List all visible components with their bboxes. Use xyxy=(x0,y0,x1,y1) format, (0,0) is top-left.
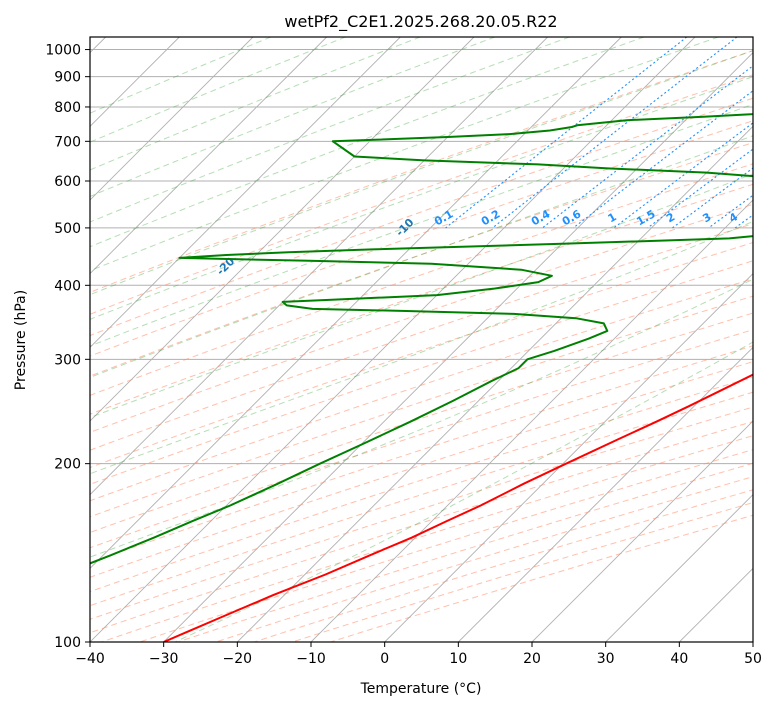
y-tick-label: 700 xyxy=(54,134,81,150)
y-tick-label: 400 xyxy=(54,278,81,294)
dry-adiabat-line xyxy=(90,97,753,337)
dewpoint-line xyxy=(90,113,753,565)
moist-adiabat-line xyxy=(90,173,753,419)
y-tick-label: 800 xyxy=(54,100,81,116)
dry-adiabat-line xyxy=(90,329,753,549)
y-tick-label: 900 xyxy=(54,70,81,86)
x-tick-label: 40 xyxy=(670,651,688,667)
y-tick-label: 100 xyxy=(54,635,81,651)
mixing-ratio-line xyxy=(708,194,753,229)
dry-adiabat-line xyxy=(177,462,753,642)
x-tick-label: 10 xyxy=(449,651,467,667)
moist-adiabat-line xyxy=(90,50,753,296)
x-tick-label: 30 xyxy=(597,651,615,667)
isotherm-line xyxy=(458,346,753,642)
y-tick-label: 500 xyxy=(54,221,81,237)
dry-adiabat-line xyxy=(90,50,753,293)
plot-frame xyxy=(89,36,754,643)
chart-title: wetPf2_C2E1.2025.268.20.05.R22 xyxy=(284,12,557,32)
mixing-ratio-line xyxy=(542,65,753,229)
dry-adiabat-line xyxy=(101,435,753,642)
x-tick-label: 20 xyxy=(523,651,541,667)
isotherm-line xyxy=(384,273,753,642)
mixing-ratio-line xyxy=(647,148,753,229)
isotherm-line xyxy=(531,420,753,642)
moist-adiabat-line xyxy=(90,37,496,198)
mixing-ratio-lines xyxy=(445,37,753,229)
moist-adiabats xyxy=(90,37,753,642)
x-tick-label: 50 xyxy=(744,651,762,667)
isotherm-line xyxy=(90,37,696,642)
dry-adiabats xyxy=(90,50,753,642)
isotherm-line xyxy=(310,199,753,642)
dry-adiabat-line xyxy=(139,449,753,642)
x-tick-label: −20 xyxy=(223,651,253,667)
x-tick-label: 0 xyxy=(380,651,389,667)
x-axis-label: Temperature (°C) xyxy=(360,681,482,697)
x-tick-label: −40 xyxy=(75,651,105,667)
moist-adiabat-line xyxy=(90,37,346,143)
y-tick-label: 600 xyxy=(54,174,81,190)
y-tick-label: 200 xyxy=(54,457,81,473)
y-tick-label: 300 xyxy=(54,352,81,368)
dry-adiabat-line xyxy=(90,142,753,377)
mixing-ratio-line xyxy=(445,37,688,229)
dry-adiabat-line xyxy=(215,476,753,642)
moist-adiabat-line xyxy=(90,37,719,272)
x-tick-label: −10 xyxy=(296,651,326,667)
dry-adiabat-line xyxy=(90,163,753,396)
isotherm-line xyxy=(90,37,254,201)
dry-adiabat-line xyxy=(292,502,753,642)
isobar-grid xyxy=(90,49,753,642)
y-tick-label: 1000 xyxy=(45,43,81,59)
mixing-ratio-line xyxy=(572,90,753,229)
profile-series xyxy=(90,113,753,642)
moist-adiabat-line xyxy=(90,37,645,248)
x-tick-label: −30 xyxy=(149,651,179,667)
y-axis-ticks: 100 200 300 400 500 600 700 800 900 1000 xyxy=(45,43,90,651)
dry-adiabat-line xyxy=(90,183,753,415)
isotherm-line xyxy=(90,37,327,275)
dry-adiabat-line xyxy=(90,361,753,578)
isotherm-line xyxy=(163,52,753,642)
mixing-ratio-line xyxy=(613,122,753,229)
isotherm-line xyxy=(237,125,753,642)
dry-adiabat-line xyxy=(90,120,753,357)
isotherm-line xyxy=(90,37,622,569)
isotherm-line xyxy=(605,494,753,642)
temperature-line xyxy=(163,373,753,642)
moist-adiabat-line xyxy=(90,37,272,114)
moist-adiabat-line xyxy=(90,278,753,558)
isotherm-line xyxy=(90,37,401,348)
dry-adiabat-line xyxy=(254,489,753,642)
moist-adiabat-line xyxy=(90,76,753,320)
x-axis-ticks: −40 −30 −20 −10 0 10 20 30 40 50 xyxy=(75,642,762,667)
isotherm-line xyxy=(90,37,475,422)
isotherm-grid xyxy=(90,37,753,642)
y-axis-label: Pressure (hPa) xyxy=(13,290,29,390)
dry-adiabat-line xyxy=(90,345,753,564)
moist-adiabat-line xyxy=(90,37,570,223)
